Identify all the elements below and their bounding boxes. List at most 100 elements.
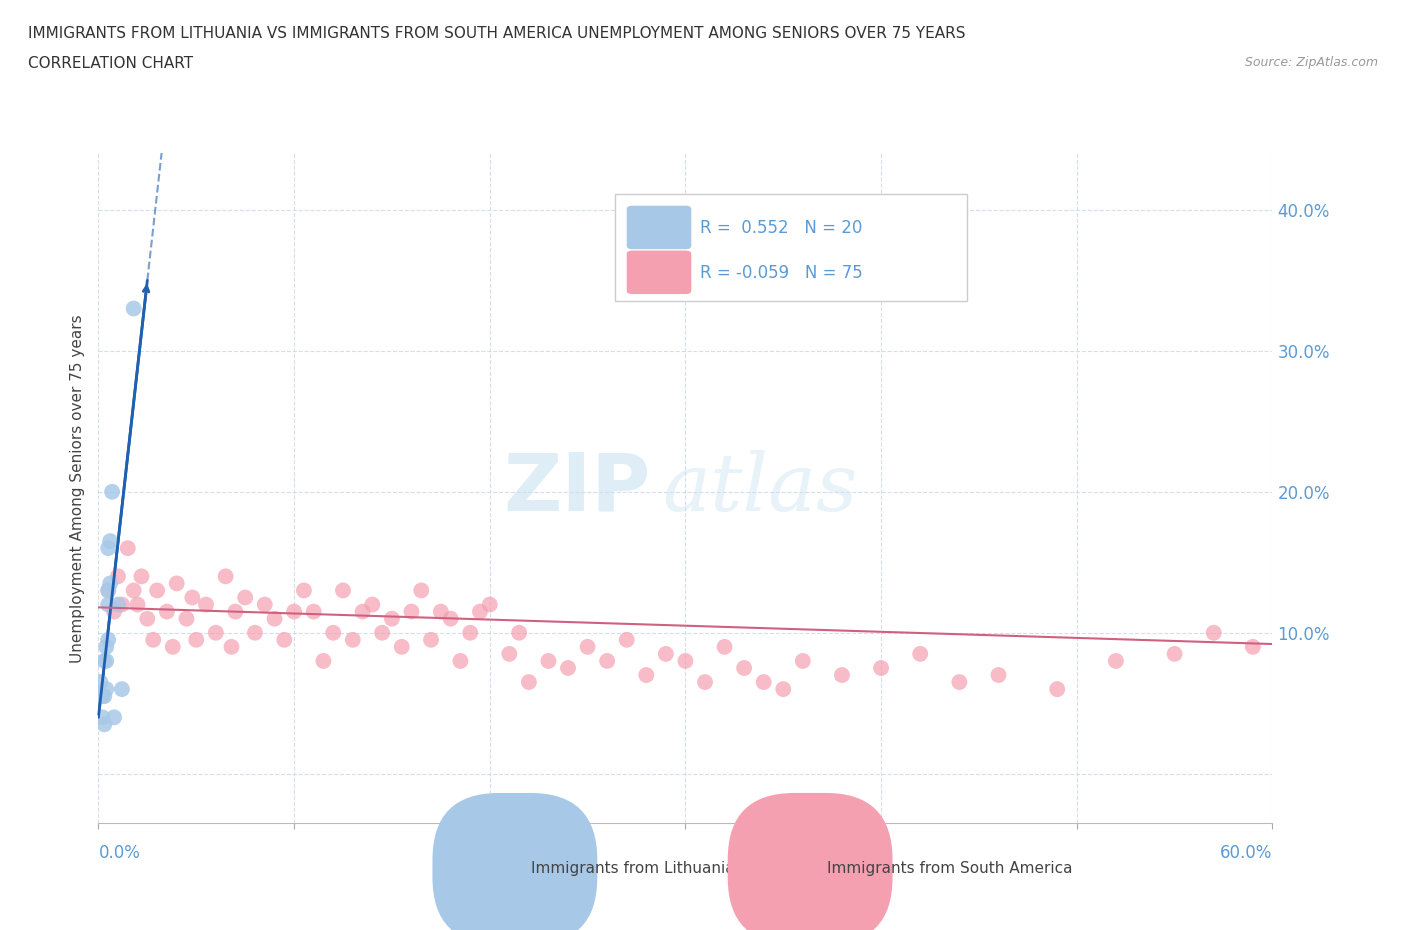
Point	[430, 604, 453, 619]
Point	[233, 590, 256, 604]
Point	[458, 625, 481, 640]
Point	[273, 632, 295, 647]
Point	[156, 604, 179, 619]
Point	[312, 654, 335, 669]
Point	[122, 583, 145, 598]
Text: 60.0%: 60.0%	[1220, 844, 1272, 862]
Point	[98, 576, 121, 591]
Point	[93, 717, 115, 732]
Point	[107, 597, 129, 612]
Point	[263, 611, 285, 626]
Point	[302, 604, 325, 619]
Point	[97, 583, 120, 598]
Point	[420, 632, 443, 647]
Text: atlas: atlas	[662, 449, 858, 527]
Point	[243, 625, 266, 640]
Point	[97, 583, 120, 598]
Point	[181, 590, 204, 604]
Point	[1105, 654, 1128, 669]
Point	[127, 597, 149, 612]
Point	[733, 660, 755, 675]
Point	[292, 583, 315, 598]
Text: CORRELATION CHART: CORRELATION CHART	[28, 56, 193, 71]
Point	[195, 597, 218, 612]
Text: Immigrants from Lithuania: Immigrants from Lithuania	[531, 861, 735, 876]
Point	[101, 485, 124, 499]
FancyBboxPatch shape	[627, 206, 692, 249]
Point	[636, 668, 658, 683]
Point	[162, 640, 184, 655]
Point	[381, 611, 404, 626]
Point	[166, 576, 188, 591]
Point	[948, 674, 970, 689]
Point	[89, 674, 111, 689]
FancyBboxPatch shape	[627, 250, 692, 294]
Point	[831, 668, 853, 683]
Text: Immigrants from South America: Immigrants from South America	[827, 861, 1073, 876]
Point	[221, 640, 243, 655]
Point	[322, 625, 344, 640]
FancyBboxPatch shape	[614, 193, 967, 300]
Point	[401, 604, 423, 619]
Point	[96, 640, 118, 655]
Point	[111, 597, 134, 612]
Point	[214, 569, 236, 584]
Point	[1046, 682, 1069, 697]
Point	[361, 597, 384, 612]
Point	[411, 583, 433, 598]
Text: R = -0.059   N = 75: R = -0.059 N = 75	[700, 263, 862, 282]
Point	[93, 654, 115, 669]
Point	[352, 604, 374, 619]
Point	[910, 646, 932, 661]
Point	[136, 611, 159, 626]
Point	[103, 604, 125, 619]
Point	[97, 597, 120, 612]
Point	[97, 540, 120, 555]
Point	[1241, 640, 1264, 655]
Point	[205, 625, 228, 640]
Point	[371, 625, 394, 640]
Point	[107, 569, 129, 584]
Text: Source: ZipAtlas.com: Source: ZipAtlas.com	[1244, 56, 1378, 69]
Point	[96, 654, 118, 669]
Point	[91, 710, 114, 724]
Point	[224, 604, 246, 619]
Point	[596, 654, 619, 669]
Text: 0.0%: 0.0%	[98, 844, 141, 862]
Point	[616, 632, 638, 647]
Point	[772, 682, 794, 697]
Point	[576, 640, 599, 655]
Point	[508, 625, 530, 640]
Point	[186, 632, 208, 647]
Point	[498, 646, 520, 661]
Text: ZIP: ZIP	[503, 449, 650, 527]
Point	[752, 674, 775, 689]
Text: IMMIGRANTS FROM LITHUANIA VS IMMIGRANTS FROM SOUTH AMERICA UNEMPLOYMENT AMONG SE: IMMIGRANTS FROM LITHUANIA VS IMMIGRANTS …	[28, 26, 966, 41]
Point	[517, 674, 540, 689]
Point	[122, 301, 145, 316]
Point	[449, 654, 471, 669]
Point	[713, 640, 735, 655]
Point	[91, 689, 114, 704]
Point	[342, 632, 364, 647]
Point	[111, 682, 134, 697]
Point	[103, 710, 125, 724]
Point	[478, 597, 501, 612]
Point	[142, 632, 165, 647]
Point	[1202, 625, 1225, 640]
Point	[146, 583, 169, 598]
Point	[870, 660, 893, 675]
Point	[98, 534, 121, 549]
Point	[176, 611, 198, 626]
Point	[131, 569, 153, 584]
Point	[693, 674, 716, 689]
Point	[987, 668, 1010, 683]
Point	[655, 646, 678, 661]
Point	[792, 654, 814, 669]
Point	[1163, 646, 1185, 661]
Point	[468, 604, 491, 619]
Point	[283, 604, 305, 619]
Point	[117, 540, 139, 555]
Point	[332, 583, 354, 598]
Y-axis label: Unemployment Among Seniors over 75 years: Unemployment Among Seniors over 75 years	[70, 314, 86, 662]
